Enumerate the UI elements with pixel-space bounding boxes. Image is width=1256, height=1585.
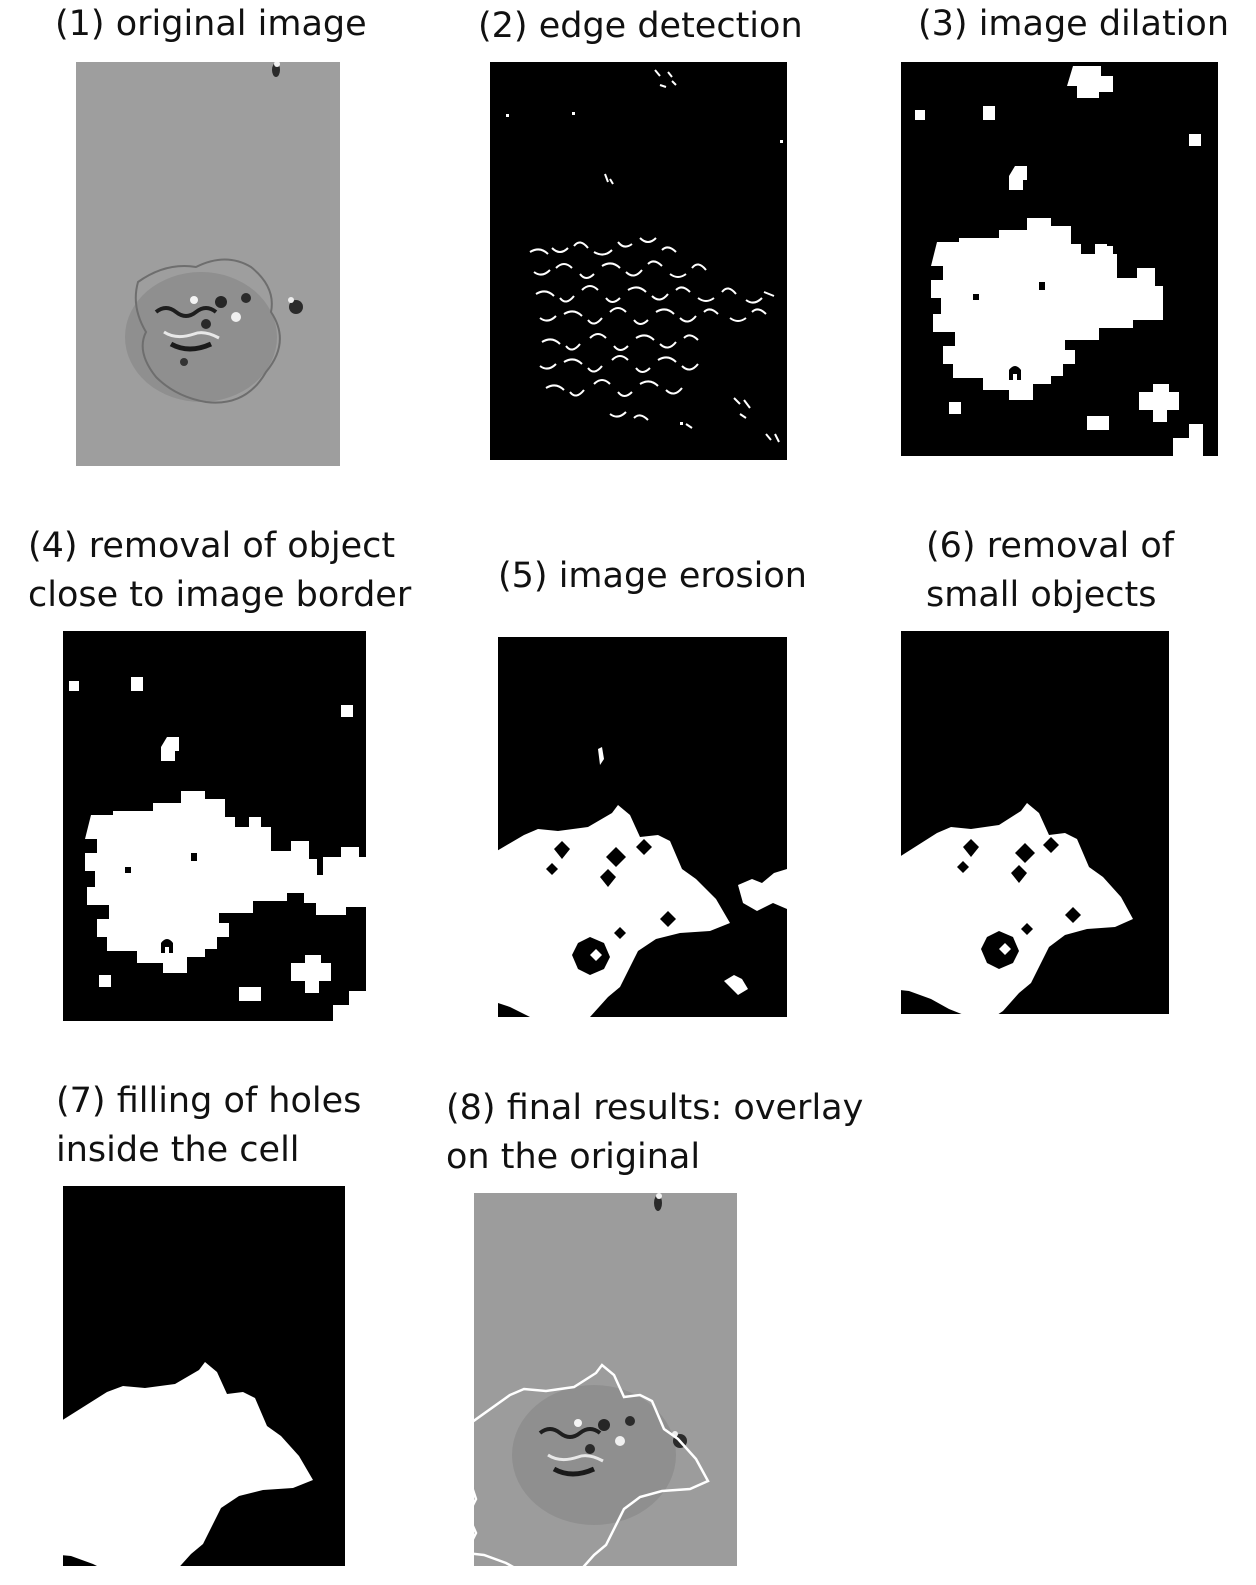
panel-4-border-object-removal [63, 631, 366, 1021]
panel-7-hole-filling [63, 1186, 345, 1566]
panel-5-image-erosion [498, 637, 787, 1017]
caption-panel-6: (6) removal of small objects [926, 522, 1174, 620]
small-object-removal-graphic [901, 631, 1169, 1014]
panel-2-edge-detection [490, 62, 787, 460]
caption-line: (4) removal of object [28, 526, 396, 566]
border-removal-graphic [63, 631, 366, 1021]
caption-line: (5) image erosion [498, 556, 807, 596]
caption-line: close to image border [28, 575, 412, 615]
panel-3-image-dilation [901, 62, 1218, 456]
caption-panel-5: (5) image erosion [498, 552, 807, 601]
caption-panel-7: (7) filling of holes inside the cell [56, 1077, 361, 1175]
caption-panel-8: (8) final results: overlay on the origin… [446, 1084, 863, 1182]
cell-outline [474, 1363, 710, 1566]
image-erosion-graphic [498, 637, 787, 1017]
panel-1-original-image [76, 62, 340, 466]
caption-line: small objects [926, 575, 1157, 615]
image-dilation-graphic [901, 62, 1218, 456]
caption-line: (7) filling of holes [56, 1081, 362, 1121]
edge-detection-graphic [490, 62, 787, 460]
caption-line: (1) original image [55, 4, 367, 44]
caption-line: (2) edge detection [478, 6, 803, 46]
caption-line: inside the cell [56, 1130, 300, 1170]
caption-panel-1: (1) original image [55, 0, 367, 49]
caption-line: (3) image dilation [918, 4, 1230, 44]
caption-panel-4: (4) removal of object close to image bor… [28, 522, 411, 620]
caption-panel-3: (3) image dilation [918, 0, 1229, 49]
hole-filling-graphic [63, 1186, 345, 1566]
caption-panel-2: (2) edge detection [478, 2, 803, 51]
final-overlay-graphic [474, 1193, 737, 1566]
original-image-graphic [76, 62, 340, 466]
caption-line: (6) removal of [926, 526, 1175, 566]
caption-line: (8) final results: overlay [446, 1088, 864, 1128]
panel-6-small-object-removal [901, 631, 1169, 1014]
panel-8-final-overlay [474, 1193, 737, 1566]
caption-line: on the original [446, 1137, 701, 1177]
